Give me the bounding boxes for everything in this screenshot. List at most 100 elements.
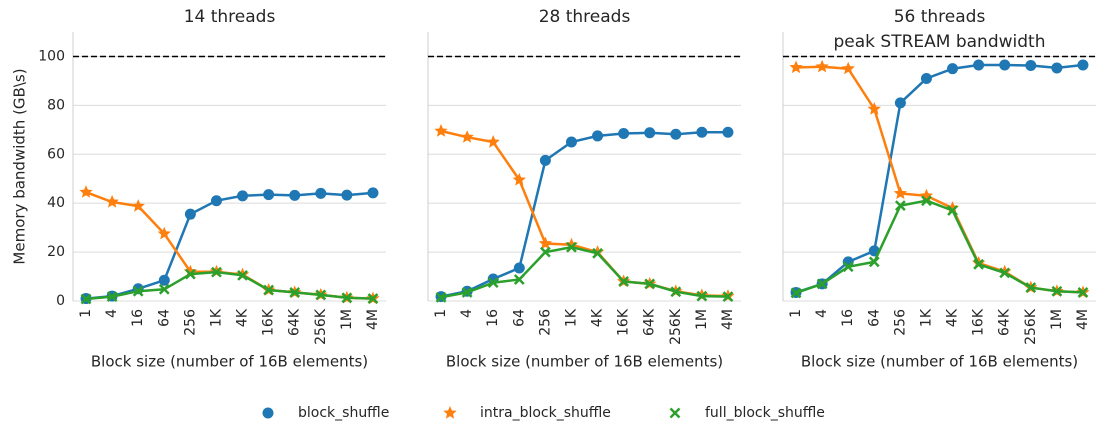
x-tick-label: 4M [365,309,381,330]
point [921,195,932,207]
point [237,269,248,281]
point [842,261,854,273]
legend-label: block_shuffle [298,405,389,421]
point [461,287,473,298]
x-tick-label: 1K [208,308,224,327]
y-axis-label: Memory bandwidth (GB\s) [11,68,29,264]
point [184,208,196,220]
x-tick-label: 4M [1075,309,1091,330]
point [1025,60,1037,72]
point [512,172,526,186]
y-tick-label: 100 [38,48,65,64]
point [1077,287,1089,298]
point [696,290,708,302]
y-tick-label: 0 [56,293,65,309]
point [789,60,803,74]
point [973,59,985,71]
point [80,293,92,305]
point [367,293,379,304]
x-tick-label: 256K [668,308,684,345]
point [341,189,353,201]
point [158,283,170,295]
x-tick-label: 16 [840,309,856,327]
point [211,266,222,278]
x-tick-label: 4K [590,308,606,327]
legend-entry: full_block_shuffle [669,405,825,421]
x-tick-label: 16K [261,308,277,336]
series-line [85,270,374,301]
series-line [440,245,729,299]
x-tick-label: 256K [1023,308,1039,345]
x-tick-label: 64K [287,308,303,336]
x-tick-label: 64K [642,308,658,336]
series-line [795,63,1084,294]
point [1077,59,1089,71]
x-tick-label: 1M [694,309,710,330]
point [132,285,144,297]
subplot-title: 28 threads [539,7,631,27]
y-tick-label: 80 [47,97,65,113]
point [539,246,551,258]
series-line [85,191,374,300]
point [289,189,301,201]
series-line [795,65,1084,294]
point [790,287,802,299]
point [105,195,119,208]
point [644,127,656,139]
point [106,291,118,302]
point [79,185,93,198]
point [460,130,474,143]
series-line [795,199,1084,295]
point [670,128,682,140]
point [894,97,906,109]
point [237,190,249,202]
point [868,256,880,268]
x-tick-label: 256K [313,308,329,345]
point [696,126,708,138]
x-tick-label: 4 [459,309,475,318]
x-tick-label: 64 [156,309,172,327]
point [999,267,1011,279]
subplot: 14 threads 0 20 40 60 80 100 1 4 16 64 256 1K 4K 16K 64… [11,7,386,371]
legend-label: intra_block_shuffle [480,405,611,421]
point [263,189,275,201]
point [722,291,734,302]
point [539,154,551,166]
legend-label: full_block_shuffle [705,405,825,421]
point [973,258,985,270]
point [894,200,906,212]
y-tick-label: 40 [47,195,65,211]
point [867,102,881,115]
x-tick-label: 256 [182,309,198,336]
point [722,126,734,138]
point [947,63,959,75]
series-line [440,129,729,298]
point [443,406,457,419]
point [315,187,327,199]
x-tick-label: 4K [235,308,251,327]
point [538,236,552,250]
x-tick-label: 1K [918,308,934,327]
point [815,59,829,73]
x-tick-label: 16K [616,308,632,336]
point [618,127,630,139]
x-tick-label: 256 [537,309,553,336]
point [487,277,499,289]
point [618,276,630,287]
x-tick-label: 64 [866,309,882,327]
point [920,72,932,84]
point [289,287,301,298]
point [566,241,577,253]
point [157,226,171,240]
point [513,262,525,274]
point [184,268,196,280]
legend-entry: block_shuffle [262,405,389,421]
x-tick-label: 1 [433,309,449,318]
subplot: 56 threads peak STREAM bandwidth 1 4 16 64 256… [782,7,1096,371]
point [513,274,525,285]
x-tick-label: 4 [104,309,120,318]
subplot-title: 56 threads [894,7,986,27]
x-tick-label: 1K [563,308,579,327]
point [592,130,604,142]
x-axis-label: Block size (number of 16B elements) [446,353,723,371]
